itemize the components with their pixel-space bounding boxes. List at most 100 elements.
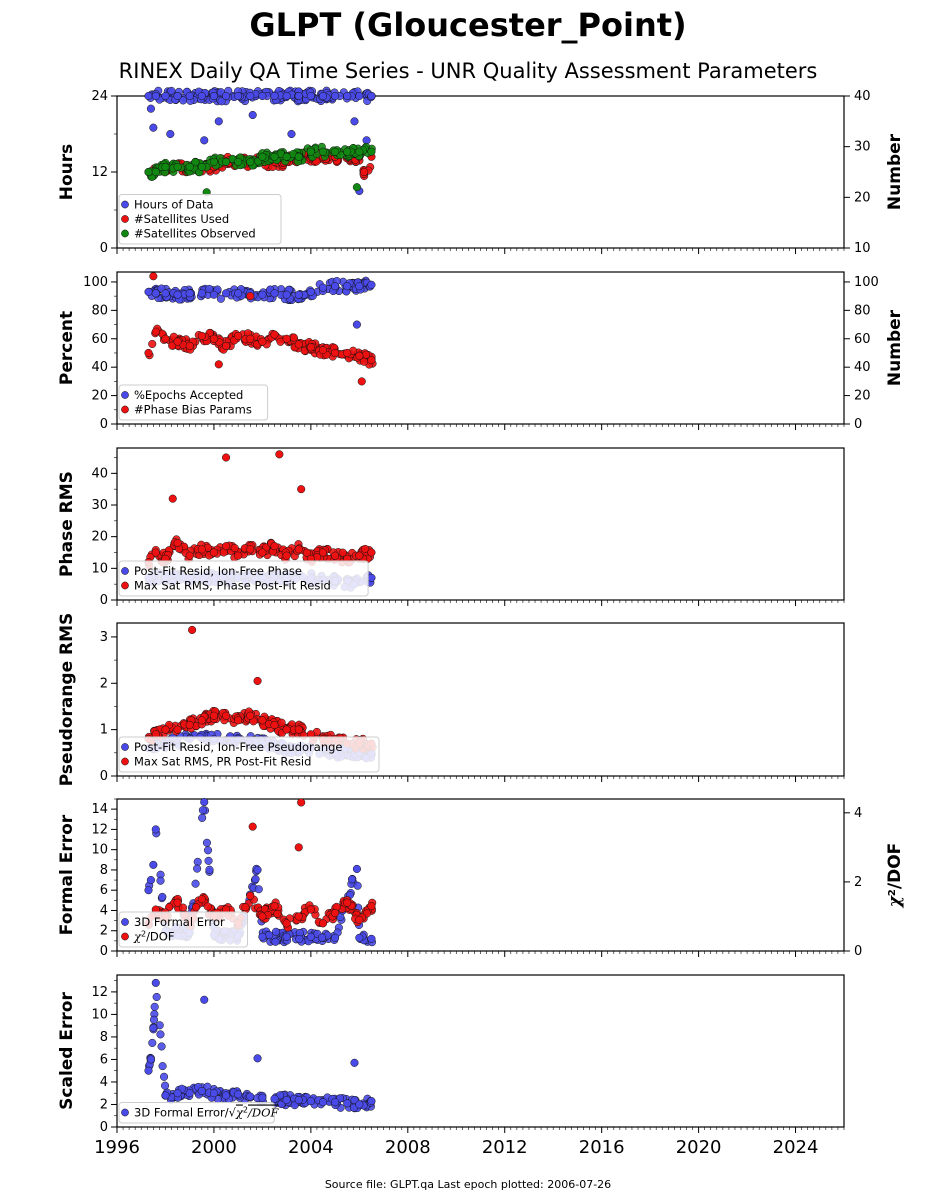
y-axis-label: Percent — [57, 311, 77, 385]
data-point — [173, 1089, 182, 1098]
data-point — [355, 933, 364, 942]
chi-symbol: χ — [133, 930, 142, 944]
y-tick-label: 1 — [100, 723, 108, 738]
data-point — [360, 167, 369, 177]
y-right-tick-label: 80 — [854, 303, 871, 318]
data-point — [197, 289, 206, 298]
data-point — [156, 876, 165, 885]
data-point — [166, 129, 175, 139]
y-right-tick-label: 20 — [854, 190, 871, 205]
y-right-tick-label: 30 — [854, 140, 871, 155]
legend-marker — [121, 567, 129, 575]
legend-label: 3D Formal Error — [134, 915, 225, 929]
data-point — [270, 1094, 279, 1103]
data-point — [150, 1002, 159, 1011]
data-point — [216, 294, 225, 303]
panel-2: 0 20 40 60 80 100 0 20 40 60 80 100 Percent Number %Ep… — [57, 271, 905, 432]
data-point — [148, 1038, 157, 1047]
data-point — [318, 548, 328, 557]
data-point — [149, 1015, 159, 1024]
data-point — [222, 341, 231, 350]
y-axis-label-right-text: /DOF — [885, 843, 905, 889]
data-point — [282, 551, 291, 560]
legend-label: #Satellites Observed — [134, 227, 256, 241]
y-tick-label: 0 — [100, 593, 108, 608]
data-point — [234, 716, 243, 725]
data-point — [258, 290, 267, 299]
data-point — [355, 351, 364, 360]
data-point — [294, 91, 303, 101]
data-point — [151, 91, 160, 101]
data-point — [146, 104, 155, 113]
data-point — [209, 711, 218, 720]
data-point — [355, 282, 364, 291]
data-point — [173, 91, 182, 101]
data-point — [294, 725, 303, 734]
y-axis-label: Formal Error — [57, 814, 77, 935]
data-point — [367, 902, 376, 911]
legend-marker — [121, 757, 129, 766]
y-tick-label: 10 — [91, 561, 108, 576]
data-point — [151, 978, 160, 987]
data-point — [294, 340, 303, 349]
y-tick-label: 0 — [100, 944, 108, 959]
data-point — [254, 885, 263, 894]
data-point — [185, 91, 194, 101]
chart-title: GLPT (Gloucester_Point) — [249, 6, 686, 44]
y-right-tick-label: 20 — [854, 389, 871, 404]
data-point — [149, 272, 158, 281]
data-point — [167, 86, 176, 95]
y-tick-label: 100 — [83, 275, 108, 290]
data-point — [355, 915, 364, 924]
data-point — [367, 280, 376, 289]
y-tick-label: 4 — [100, 1075, 108, 1090]
data-point — [161, 1081, 170, 1090]
legend-marker — [121, 932, 129, 941]
y-tick-label: 8 — [100, 863, 108, 878]
data-point — [214, 117, 223, 126]
data-point — [214, 360, 223, 369]
data-point — [270, 902, 279, 911]
legend-marker — [121, 391, 129, 399]
data-point — [258, 1093, 267, 1102]
data-point — [352, 320, 361, 329]
data-point — [270, 330, 279, 339]
data-point — [331, 933, 340, 942]
y-right-tick-label: 10 — [854, 241, 871, 256]
x-tick-label: 2016 — [579, 1137, 625, 1158]
x-tick-label: 2024 — [773, 1137, 819, 1158]
chi-exponent: 2 — [141, 929, 146, 938]
data-point — [200, 136, 209, 145]
data-point — [161, 1091, 170, 1100]
data-point — [282, 1095, 291, 1105]
y-tick-label: 12 — [91, 985, 108, 1000]
data-point — [282, 334, 291, 343]
legend-label: χ2/DOF — [133, 929, 174, 944]
data-point — [282, 91, 291, 101]
data-point — [209, 1089, 218, 1098]
data-point — [193, 857, 202, 866]
y-tick-label: 0 — [100, 1120, 108, 1135]
data-point — [318, 1098, 328, 1107]
data-point — [151, 289, 160, 298]
legend-box — [118, 736, 380, 773]
legend-marker — [121, 229, 129, 238]
data-point — [222, 453, 231, 462]
x-tick-label: 2008 — [385, 1137, 431, 1158]
data-point — [246, 1092, 255, 1101]
y-axis-label: Scaled Error — [57, 992, 77, 1110]
data-point — [287, 129, 296, 139]
data-point — [357, 377, 366, 386]
data-point — [205, 865, 214, 874]
data-point — [209, 548, 218, 557]
y-axis-label: Pseudorange RMS — [57, 613, 77, 787]
data-point — [338, 548, 347, 557]
data-point — [294, 152, 303, 161]
series-1 — [144, 276, 376, 329]
chi-exponent: 2 — [887, 889, 898, 896]
legend-label-text: /DOF — [247, 1106, 280, 1120]
data-point — [185, 720, 194, 730]
data-point — [148, 339, 157, 349]
chi-exponent: 2 — [243, 1105, 248, 1114]
data-point — [161, 725, 170, 734]
